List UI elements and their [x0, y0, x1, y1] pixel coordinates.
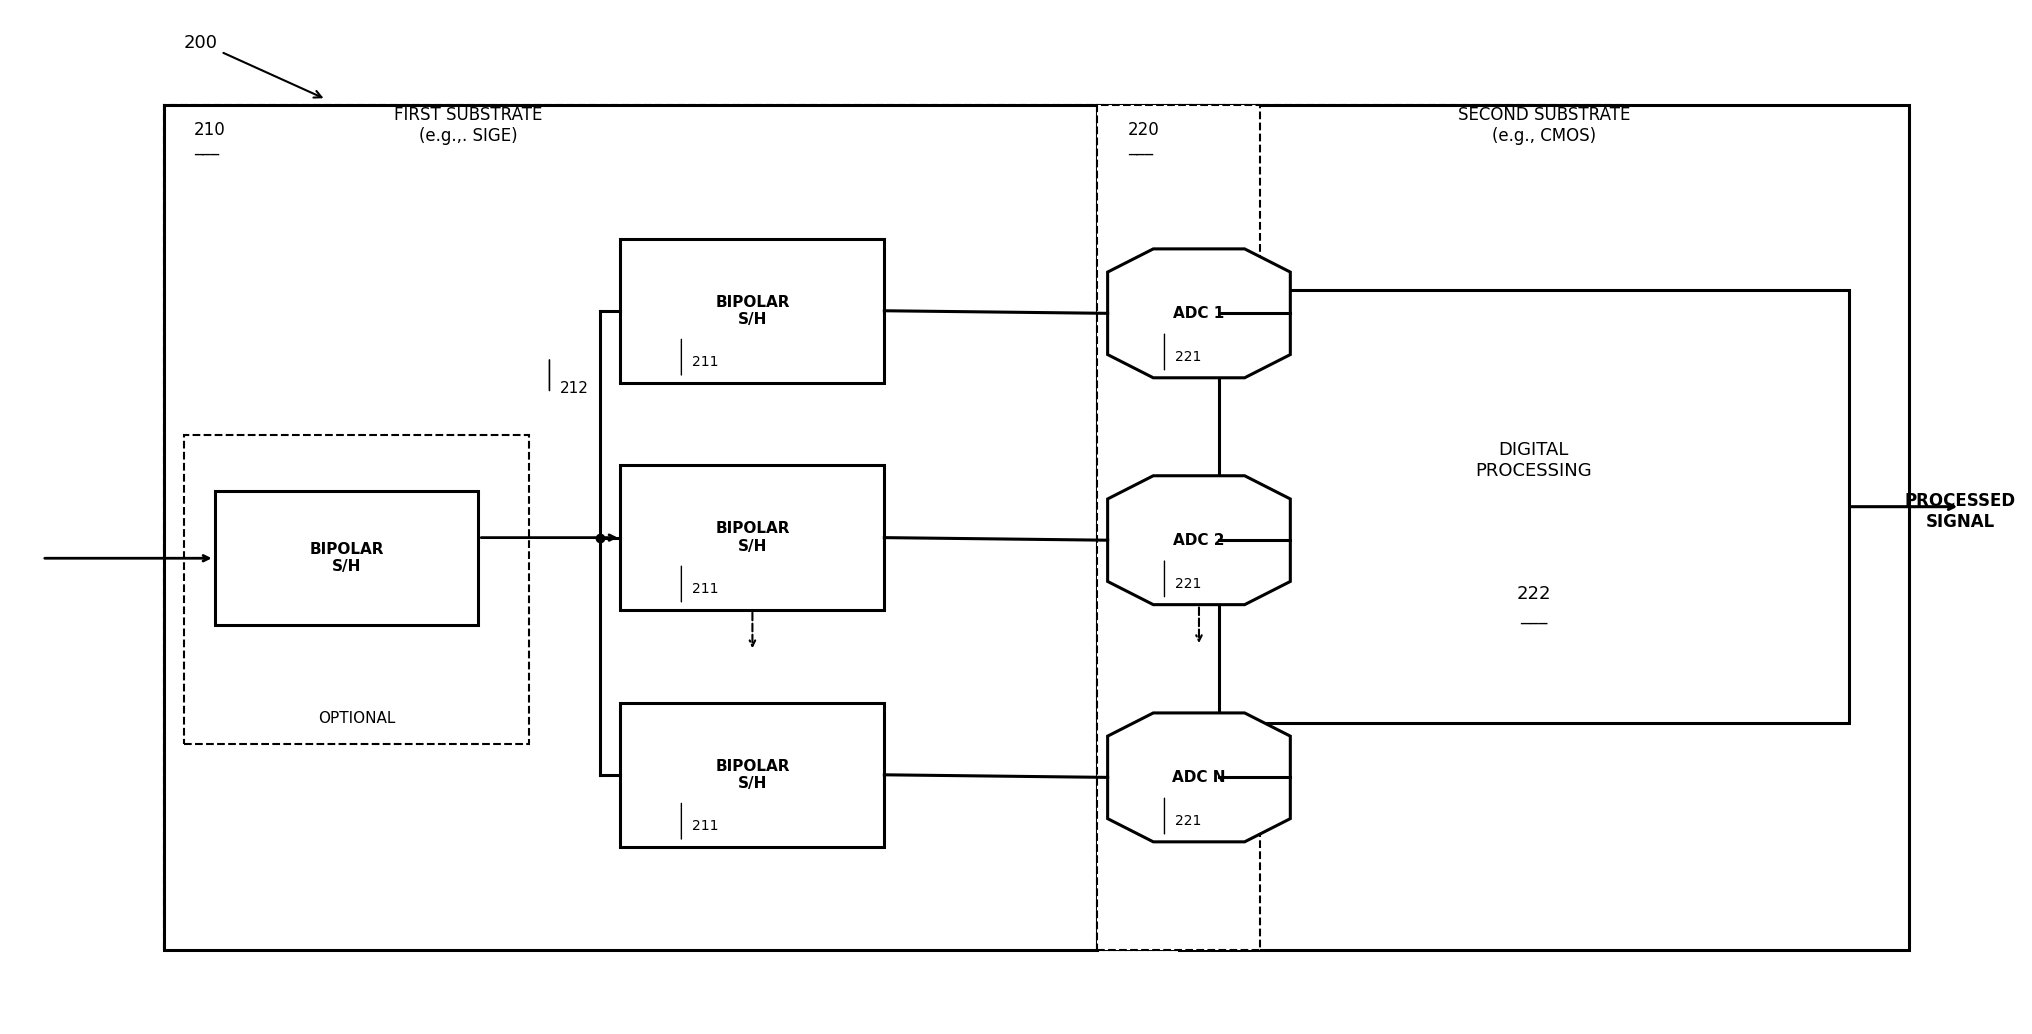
FancyBboxPatch shape: [165, 104, 1097, 950]
Text: 222: 222: [1516, 585, 1550, 604]
Polygon shape: [1107, 249, 1290, 377]
Text: ADC 1: ADC 1: [1172, 306, 1223, 321]
FancyBboxPatch shape: [1179, 104, 1908, 950]
Text: DIGITAL
PROCESSING: DIGITAL PROCESSING: [1475, 440, 1591, 480]
Text: ADC 2: ADC 2: [1172, 533, 1223, 548]
FancyBboxPatch shape: [620, 465, 884, 610]
Text: 211: 211: [691, 819, 717, 833]
Text: 221: 221: [1174, 814, 1201, 828]
Text: ___: ___: [1520, 606, 1546, 624]
Polygon shape: [1107, 476, 1290, 605]
Polygon shape: [1107, 712, 1290, 842]
Text: ADC N: ADC N: [1172, 770, 1225, 785]
Text: ___: ___: [1128, 136, 1152, 155]
Text: BIPOLAR
S/H: BIPOLAR S/H: [715, 759, 788, 791]
FancyBboxPatch shape: [165, 104, 1624, 950]
Text: 212: 212: [559, 381, 587, 396]
Text: BIPOLAR
S/H: BIPOLAR S/H: [715, 521, 788, 554]
Text: 221: 221: [1174, 351, 1201, 364]
Text: BIPOLAR
S/H: BIPOLAR S/H: [309, 542, 384, 575]
Text: FIRST SUBSTRATE
(e.g.,. SIGE): FIRST SUBSTRATE (e.g.,. SIGE): [394, 105, 543, 145]
Text: ___: ___: [195, 136, 219, 155]
Text: SECOND SUBSTRATE
(e.g., CMOS): SECOND SUBSTRATE (e.g., CMOS): [1457, 105, 1630, 145]
FancyBboxPatch shape: [215, 491, 478, 626]
Text: 200: 200: [185, 34, 321, 97]
Text: 211: 211: [691, 582, 717, 597]
FancyBboxPatch shape: [620, 239, 884, 383]
Text: 220: 220: [1128, 121, 1158, 140]
FancyBboxPatch shape: [1219, 291, 1847, 723]
Text: PROCESSED
SIGNAL: PROCESSED SIGNAL: [1904, 492, 2014, 531]
Text: OPTIONAL: OPTIONAL: [317, 710, 394, 726]
Text: 211: 211: [691, 356, 717, 369]
Text: BIPOLAR
S/H: BIPOLAR S/H: [715, 295, 788, 327]
Text: 221: 221: [1174, 577, 1201, 591]
FancyBboxPatch shape: [185, 434, 528, 743]
Text: 210: 210: [195, 121, 226, 140]
FancyBboxPatch shape: [620, 703, 884, 847]
FancyBboxPatch shape: [1097, 104, 1260, 950]
